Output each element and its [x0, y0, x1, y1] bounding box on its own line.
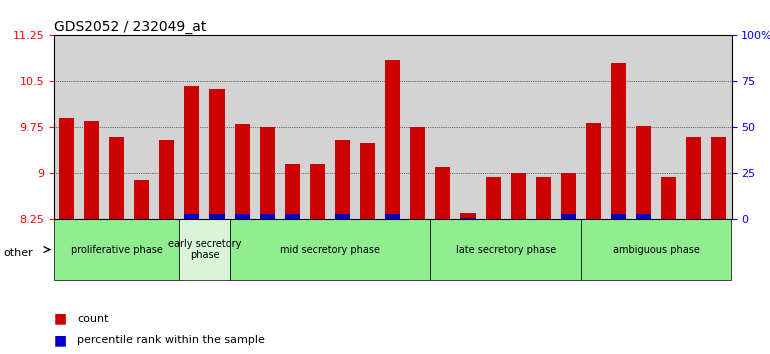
- Bar: [435, 167, 450, 219]
- Bar: [611, 63, 626, 219]
- Text: GDS2052 / 232049_at: GDS2052 / 232049_at: [54, 21, 206, 34]
- Text: mid secretory phase: mid secretory phase: [280, 245, 380, 255]
- Bar: [486, 177, 500, 219]
- Bar: [335, 140, 350, 219]
- Bar: [109, 137, 124, 219]
- Bar: [536, 177, 551, 219]
- Bar: [360, 143, 375, 219]
- Bar: [285, 214, 300, 219]
- Bar: [259, 214, 275, 219]
- Bar: [235, 124, 249, 219]
- Bar: [209, 214, 225, 219]
- Bar: [561, 214, 576, 219]
- Bar: [385, 214, 400, 219]
- Bar: [235, 214, 249, 219]
- Bar: [636, 214, 651, 219]
- Bar: [335, 214, 350, 219]
- Text: percentile rank within the sample: percentile rank within the sample: [77, 335, 265, 345]
- Text: ■: ■: [54, 333, 67, 347]
- Bar: [59, 118, 74, 219]
- Bar: [661, 177, 676, 219]
- Bar: [84, 121, 99, 219]
- Text: proliferative phase: proliferative phase: [71, 245, 162, 255]
- Text: count: count: [77, 314, 109, 324]
- FancyBboxPatch shape: [430, 219, 581, 280]
- Text: ambiguous phase: ambiguous phase: [613, 245, 700, 255]
- Bar: [511, 173, 526, 219]
- Bar: [561, 173, 576, 219]
- Bar: [159, 140, 174, 219]
- Text: ■: ■: [54, 312, 67, 326]
- Bar: [611, 214, 626, 219]
- FancyBboxPatch shape: [229, 219, 430, 280]
- Bar: [310, 164, 325, 219]
- Bar: [209, 89, 225, 219]
- Bar: [385, 60, 400, 219]
- Bar: [586, 123, 601, 219]
- Bar: [184, 214, 199, 219]
- Bar: [184, 86, 199, 219]
- Bar: [460, 218, 476, 219]
- Bar: [636, 126, 651, 219]
- Bar: [711, 137, 726, 219]
- FancyBboxPatch shape: [581, 219, 732, 280]
- Bar: [134, 179, 149, 219]
- Bar: [285, 164, 300, 219]
- Bar: [460, 213, 476, 219]
- Bar: [259, 127, 275, 219]
- Text: other: other: [4, 248, 34, 258]
- FancyBboxPatch shape: [54, 219, 179, 280]
- Bar: [686, 137, 701, 219]
- Text: late secretory phase: late secretory phase: [456, 245, 556, 255]
- FancyBboxPatch shape: [179, 219, 229, 280]
- Bar: [410, 127, 425, 219]
- Text: early secretory
phase: early secretory phase: [168, 239, 241, 261]
